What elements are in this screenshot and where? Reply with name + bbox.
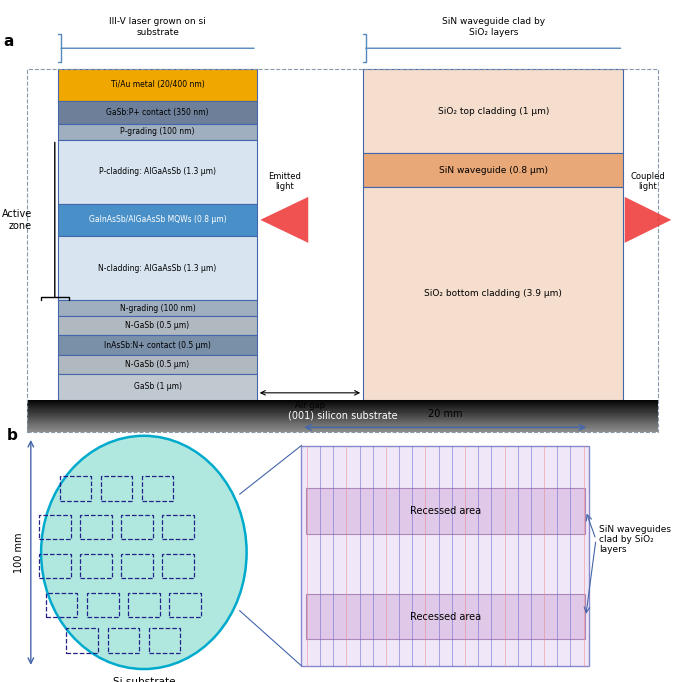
Text: Si substrate: Si substrate bbox=[112, 677, 175, 682]
Text: Ti/Au metal (20/400 nm): Ti/Au metal (20/400 nm) bbox=[111, 80, 204, 89]
Bar bbox=[121, 554, 153, 578]
Bar bbox=[149, 628, 180, 653]
Bar bbox=[27, 403, 658, 404]
Bar bbox=[58, 355, 257, 374]
Bar bbox=[27, 401, 658, 402]
Bar bbox=[39, 515, 71, 539]
Text: 20 mm: 20 mm bbox=[428, 409, 462, 419]
Text: InAsSb:N+ contact (0.5 μm): InAsSb:N+ contact (0.5 μm) bbox=[104, 340, 211, 350]
Bar bbox=[60, 476, 91, 501]
Bar bbox=[27, 420, 658, 421]
Text: SiN waveguide clad by
SiO₂ layers: SiN waveguide clad by SiO₂ layers bbox=[442, 17, 545, 37]
Bar bbox=[27, 430, 658, 431]
Bar bbox=[58, 316, 257, 336]
Bar bbox=[27, 400, 658, 401]
Bar bbox=[27, 405, 658, 406]
Text: SiO₂ bottom cladding (3.9 μm): SiO₂ bottom cladding (3.9 μm) bbox=[424, 289, 562, 298]
Bar bbox=[27, 419, 658, 420]
Bar bbox=[27, 424, 658, 426]
Bar bbox=[142, 476, 173, 501]
Text: SiN waveguides
clad by SiO₂
layers: SiN waveguides clad by SiO₂ layers bbox=[599, 524, 671, 554]
Bar bbox=[58, 374, 257, 400]
Bar bbox=[27, 429, 658, 430]
Bar bbox=[58, 140, 257, 204]
Polygon shape bbox=[625, 197, 671, 243]
Bar bbox=[27, 421, 658, 422]
Text: P-grading (100 nm): P-grading (100 nm) bbox=[121, 127, 195, 136]
Bar bbox=[58, 236, 257, 300]
Bar bbox=[101, 476, 132, 501]
Bar bbox=[80, 515, 112, 539]
Text: GaSb:P+ contact (350 nm): GaSb:P+ contact (350 nm) bbox=[106, 108, 209, 117]
Bar bbox=[363, 153, 623, 187]
Bar bbox=[39, 554, 71, 578]
Bar bbox=[363, 69, 623, 153]
Text: N-grading (100 nm): N-grading (100 nm) bbox=[120, 303, 195, 312]
Bar bbox=[27, 413, 658, 414]
Bar bbox=[58, 204, 257, 236]
Text: SiO₂ top cladding (1 μm): SiO₂ top cladding (1 μm) bbox=[438, 106, 549, 116]
Bar bbox=[58, 300, 257, 316]
Bar bbox=[46, 593, 77, 617]
Text: P-cladding: AlGaAsSb (1.3 μm): P-cladding: AlGaAsSb (1.3 μm) bbox=[99, 167, 216, 176]
Bar bbox=[27, 418, 658, 419]
Bar bbox=[306, 594, 585, 639]
Bar bbox=[27, 407, 658, 409]
Text: SiN waveguide (0.8 μm): SiN waveguide (0.8 μm) bbox=[438, 166, 548, 175]
Bar bbox=[58, 336, 257, 355]
Bar bbox=[27, 414, 658, 415]
Bar bbox=[27, 415, 658, 416]
Text: N-cladding: AlGaAsSb (1.3 μm): N-cladding: AlGaAsSb (1.3 μm) bbox=[99, 263, 216, 273]
Bar bbox=[87, 593, 119, 617]
Text: Recessed area: Recessed area bbox=[410, 612, 481, 622]
Text: III-V laser grown on si
substrate: III-V laser grown on si substrate bbox=[109, 17, 206, 37]
Bar bbox=[27, 406, 658, 407]
Bar bbox=[66, 628, 98, 653]
Text: Coupled
light: Coupled light bbox=[631, 172, 665, 192]
Polygon shape bbox=[260, 197, 308, 243]
Text: N-GaSb (0.5 μm): N-GaSb (0.5 μm) bbox=[125, 321, 190, 330]
Bar bbox=[27, 426, 658, 428]
Ellipse shape bbox=[41, 436, 247, 669]
Bar bbox=[27, 431, 658, 432]
Bar bbox=[169, 593, 201, 617]
Bar bbox=[121, 515, 153, 539]
Bar bbox=[27, 417, 658, 418]
Bar bbox=[27, 416, 658, 417]
Bar bbox=[363, 187, 623, 400]
Text: Recessed area: Recessed area bbox=[410, 506, 481, 516]
Text: b: b bbox=[7, 428, 18, 443]
Bar bbox=[162, 515, 194, 539]
Text: 100 mm: 100 mm bbox=[14, 532, 24, 573]
Bar bbox=[162, 554, 194, 578]
Bar bbox=[27, 411, 658, 413]
Text: (001) silicon substrate: (001) silicon substrate bbox=[288, 411, 397, 421]
Bar bbox=[80, 554, 112, 578]
Text: GaSb (1 μm): GaSb (1 μm) bbox=[134, 383, 182, 391]
Bar bbox=[27, 409, 658, 411]
Bar bbox=[108, 628, 139, 653]
Text: N-GaSb (0.5 μm): N-GaSb (0.5 μm) bbox=[125, 360, 190, 369]
Bar bbox=[27, 428, 658, 429]
Bar bbox=[301, 445, 589, 666]
Bar bbox=[58, 69, 257, 101]
Bar bbox=[306, 488, 585, 533]
Bar bbox=[58, 101, 257, 123]
Bar bbox=[27, 402, 658, 403]
Bar bbox=[27, 69, 658, 432]
Text: GaInAsSb/AlGaAsSb MQWs (0.8 μm): GaInAsSb/AlGaAsSb MQWs (0.8 μm) bbox=[89, 216, 226, 224]
Bar bbox=[128, 593, 160, 617]
Bar bbox=[27, 422, 658, 424]
Text: Emitted
light: Emitted light bbox=[268, 172, 301, 192]
Bar bbox=[27, 404, 658, 405]
Text: Active
zone: Active zone bbox=[2, 209, 32, 231]
Text: Air gap: Air gap bbox=[295, 401, 325, 410]
Text: a: a bbox=[3, 34, 14, 49]
Bar bbox=[58, 123, 257, 140]
